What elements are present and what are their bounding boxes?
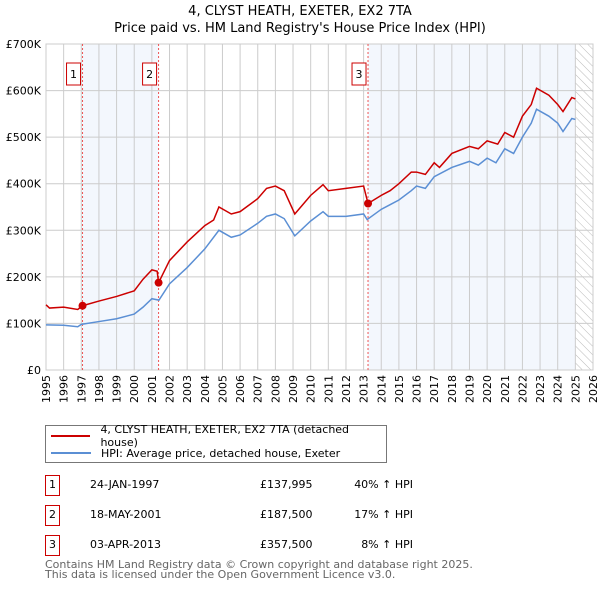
x-tick-label: 2024 — [552, 375, 565, 403]
legend-item-property: 4, CLYST HEATH, EXETER, EX2 7TA (detache… — [51, 423, 386, 449]
y-tick-label: £400K — [6, 178, 42, 191]
sale-row: 2 18-MAY-2001 £187,500 17% ↑ HPI — [45, 505, 445, 526]
x-tick-label: 1997 — [75, 375, 88, 403]
x-tick-label: 2017 — [428, 375, 441, 403]
sale-hpi: 17% ↑ HPI — [354, 508, 413, 521]
sale-label-box — [351, 62, 367, 86]
chart-title: 4, CLYST HEATH, EXETER, EX2 7TA Price pa… — [0, 3, 600, 37]
sale-price: £187,500 — [260, 508, 313, 521]
shaded-period — [82, 44, 159, 370]
x-tick-label: 2021 — [499, 375, 512, 403]
sale-price: £357,500 — [260, 538, 313, 551]
sale-point — [78, 301, 87, 310]
legend: 4, CLYST HEATH, EXETER, EX2 7TA (detache… — [45, 423, 387, 463]
legend-swatch — [51, 452, 91, 454]
x-tick-label: 2020 — [481, 375, 494, 403]
shaded-period — [368, 44, 576, 370]
sale-hpi: 8% ↑ HPI — [361, 538, 413, 551]
x-tick-label: 2016 — [411, 375, 424, 403]
sale-label: 2 — [146, 68, 153, 81]
x-tick-label: 2026 — [587, 375, 600, 403]
sale-label: 3 — [356, 68, 363, 81]
sale-row: 3 03-APR-2013 £357,500 8% ↑ HPI — [45, 535, 445, 556]
sale-marker: 2 — [45, 505, 60, 526]
footer-line: This data is licensed under the Open Gov… — [45, 568, 396, 581]
x-tick-label: 1998 — [93, 375, 106, 403]
subtitle-line: Price paid vs. HM Land Registry's House … — [114, 21, 486, 36]
hpi-line — [45, 108, 576, 328]
x-tick-label: 2005 — [216, 375, 229, 403]
x-tick-label: 2015 — [393, 375, 406, 403]
x-tick-label: 2019 — [463, 375, 476, 403]
legend-label: HPI: Average price, detached house, Exet… — [101, 446, 341, 460]
y-tick-label: £300K — [6, 224, 42, 237]
x-tick-label: 2025 — [569, 375, 582, 403]
y-tick-label: £200K — [6, 271, 42, 284]
future-hatch — [575, 44, 593, 370]
sale-label-box — [142, 62, 158, 86]
y-tick-label: £500K — [6, 131, 42, 144]
x-tick-label: 2007 — [252, 375, 265, 403]
sale-marker: 1 — [45, 475, 60, 496]
x-tick-label: 2018 — [446, 375, 459, 403]
footer-line: Contains HM Land Registry data © Crown c… — [45, 558, 473, 571]
y-tick-label: £100K — [6, 317, 42, 330]
x-tick-label: 2014 — [375, 375, 388, 403]
sale-date: 24-JAN-1997 — [90, 478, 160, 491]
sale-point — [154, 278, 163, 287]
x-tick-label: 2003 — [181, 375, 194, 403]
footer: Contains HM Land Registry data © Crown c… — [45, 558, 473, 581]
price-chart: 1995 1996 1997 1998 1999 2000 2001 2002 2003 2004… — [6, 38, 600, 403]
x-tick-label: 2002 — [164, 375, 177, 403]
title-line: 4, CLYST HEATH, EXETER, EX2 7TA — [188, 4, 412, 19]
x-tick-label: 2000 — [128, 375, 141, 403]
sale-hpi: 40% ↑ HPI — [354, 478, 413, 491]
sale-marker: 3 — [45, 535, 60, 556]
sale-date: 03-APR-2013 — [90, 538, 162, 551]
x-tick-label: 2010 — [305, 375, 318, 403]
x-tick-label: 2004 — [199, 375, 212, 403]
sale-row: 1 24-JAN-1997 £137,995 40% ↑ HPI — [45, 475, 445, 496]
x-tick-label: 2006 — [234, 375, 247, 403]
x-tick-label: 2012 — [340, 375, 353, 403]
legend-item-hpi: HPI: Average price, detached house, Exet… — [51, 446, 340, 460]
x-tick-label: 2022 — [516, 375, 529, 403]
x-tick-label: 2013 — [358, 375, 371, 403]
x-tick-label: 2008 — [269, 375, 282, 403]
x-tick-label: 1996 — [58, 375, 71, 403]
x-tick-label: 2023 — [534, 375, 547, 403]
sale-date: 18-MAY-2001 — [90, 508, 162, 521]
property-line — [45, 87, 576, 311]
sale-label: 1 — [70, 68, 77, 81]
x-tick-label: 2011 — [322, 375, 335, 403]
x-tick-label: 1999 — [111, 375, 124, 403]
sale-label-box — [66, 62, 82, 86]
x-tick-label: 2009 — [287, 375, 300, 403]
y-tick-label: £700K — [6, 38, 42, 51]
y-tick-label: £600K — [6, 85, 42, 98]
legend-label: 4, CLYST HEATH, EXETER, EX2 7TA (detache… — [100, 423, 350, 449]
plot-frame — [45, 43, 594, 371]
sale-price: £137,995 — [260, 478, 313, 491]
x-tick-label: 1995 — [40, 375, 53, 403]
x-tick-label: 2001 — [146, 375, 159, 403]
legend-swatch — [51, 435, 91, 437]
y-tick-label: £0 — [27, 364, 41, 377]
sale-point — [364, 199, 373, 208]
